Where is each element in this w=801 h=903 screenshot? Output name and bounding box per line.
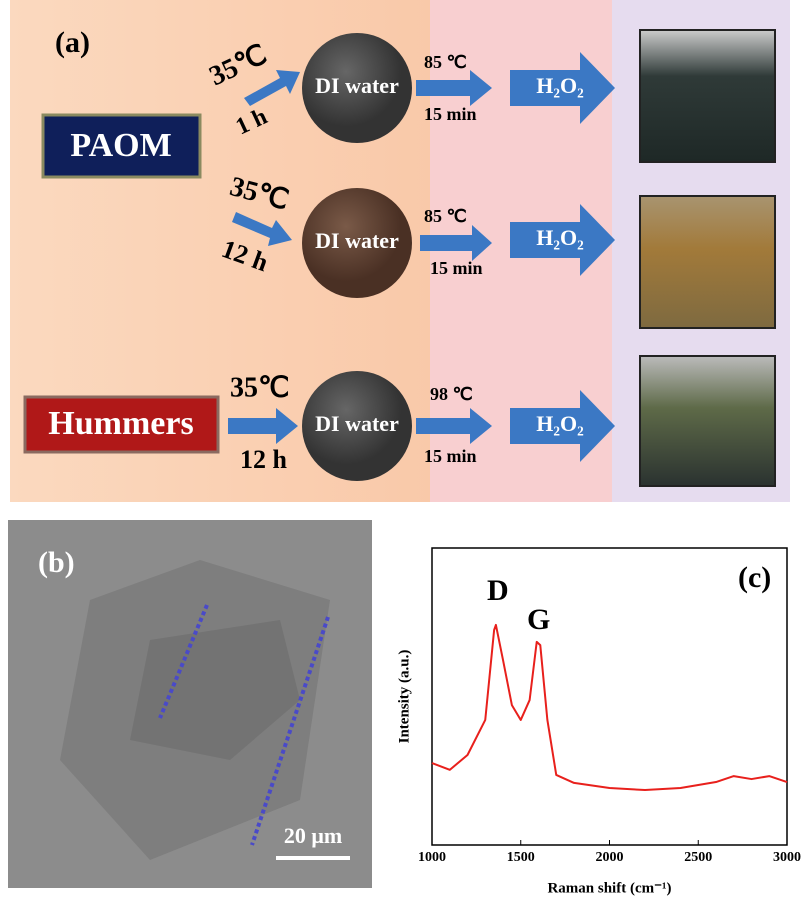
scale-label: 20 μm — [284, 823, 342, 848]
x-axis-label: Raman shift (cm⁻¹) — [547, 880, 671, 896]
y-axis-label: Intensity (a.u.) — [396, 650, 412, 744]
duration: 15 min — [424, 446, 477, 466]
x-tick-label: 2000 — [596, 850, 624, 865]
time: 12 h — [240, 445, 288, 474]
medium: DI water — [315, 73, 399, 98]
photo — [640, 356, 775, 486]
x-tick-label: 2500 — [684, 850, 712, 865]
temperature: 35℃ — [230, 372, 289, 403]
peak-label: G — [527, 603, 550, 636]
method-label: Hummers — [48, 405, 193, 442]
data-line — [432, 625, 787, 790]
photo — [640, 30, 775, 162]
method-label: PAOM — [70, 127, 171, 164]
plot-frame — [432, 548, 787, 845]
reagent: H₂O₂ — [536, 73, 584, 98]
heat: 98 ℃ — [430, 384, 473, 404]
panel-label: (b) — [38, 546, 75, 579]
x-tick-label: 1500 — [507, 850, 535, 865]
peak-label: D — [487, 574, 509, 607]
medium: DI water — [315, 228, 399, 253]
reagent: H₂O₂ — [536, 411, 584, 436]
figure: (a) PAOM Hummers 35℃ 1 h DI water 85 ℃ 1… — [0, 0, 801, 903]
photo — [640, 196, 775, 328]
reagent: H₂O₂ — [536, 225, 584, 250]
heat: 85 ℃ — [424, 206, 467, 226]
panel-b: (b) 20 μm — [8, 520, 372, 888]
heat: 85 ℃ — [424, 52, 467, 72]
panel-a: (a) PAOM Hummers 35℃ 1 h DI water 85 ℃ 1… — [10, 0, 790, 502]
duration: 15 min — [430, 258, 483, 278]
panel-label: (c) — [738, 561, 771, 594]
medium: DI water — [315, 411, 399, 436]
panel-label: (a) — [55, 26, 90, 59]
x-tick-label: 1000 — [418, 850, 446, 865]
panel-c: 1000 1500 2000 2500 3000 Raman shift (cm⁻¹) In… — [396, 548, 801, 896]
x-tick-label: 3000 — [773, 850, 801, 865]
duration: 15 min — [424, 104, 477, 124]
